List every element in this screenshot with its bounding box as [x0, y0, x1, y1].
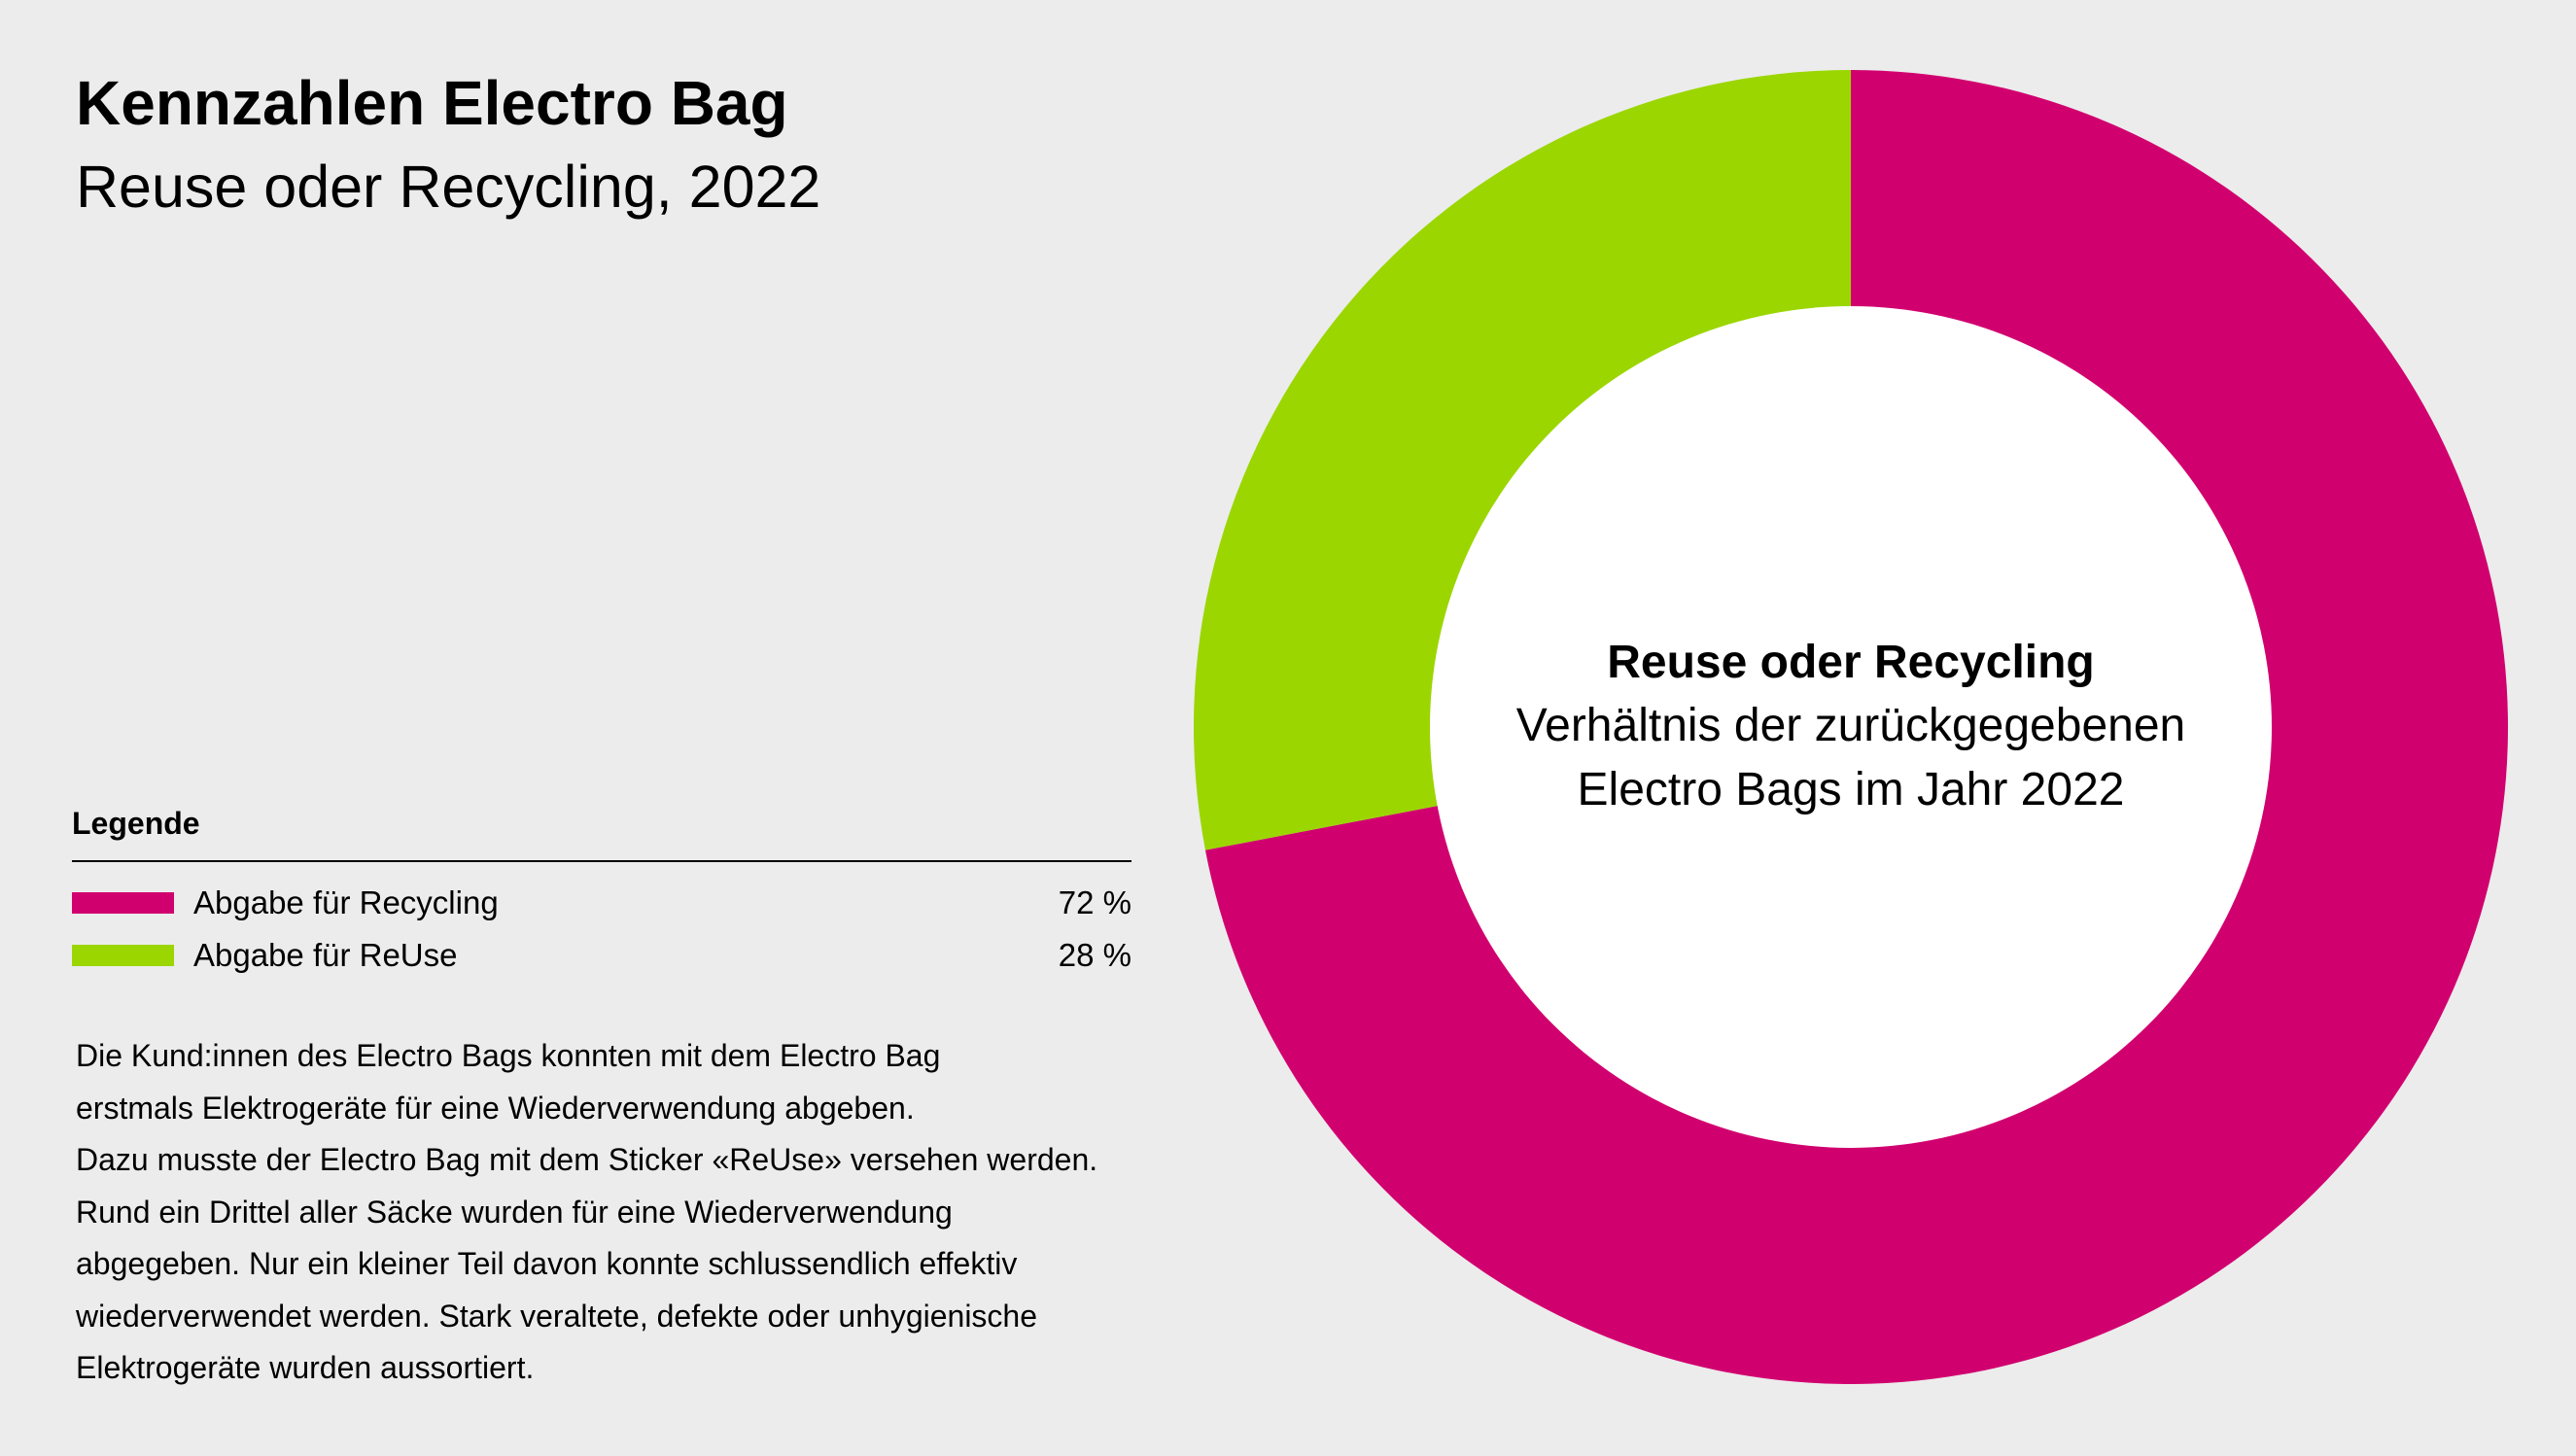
legend-item-recycling: Abgabe für Recycling 72 %	[72, 880, 1131, 932]
chart-center-subtitle-line: Verhältnis der zurückgegebenen	[1516, 700, 2185, 751]
legend-swatch-recycling	[72, 892, 174, 914]
description-line: Elektrogeräte wurden aussortiert.	[76, 1350, 535, 1385]
page-subtitle: Reuse oder Recycling, 2022	[76, 154, 821, 220]
description-line: abgegeben. Nur ein kleiner Teil davon ko…	[76, 1246, 1018, 1281]
legend-label-recycling: Abgabe für Recycling	[193, 884, 499, 920]
donut-center	[1430, 306, 2272, 1148]
legend-heading: Legende	[72, 802, 1131, 862]
legend-swatch-reuse	[72, 945, 174, 966]
description-line: erstmals Elektrogeräte für eine Wiederve…	[76, 1090, 915, 1126]
legend-list: Abgabe für Recycling 72 % Abgabe für ReU…	[72, 880, 1131, 985]
legend-value-reuse: 28 %	[1058, 937, 1131, 973]
page-title: Kennzahlen Electro Bag	[76, 68, 788, 138]
description-text: Die Kund:innen des Electro Bags konnten …	[76, 1030, 1165, 1395]
legend-item-reuse: Abgabe für ReUse 28 %	[72, 932, 1131, 985]
description-line: Dazu musste der Electro Bag mit dem Stic…	[76, 1142, 1098, 1177]
description-line: Rund ein Drittel aller Säcke wurden für …	[76, 1194, 953, 1230]
legend-label-reuse: Abgabe für ReUse	[193, 937, 458, 973]
description-line: Die Kund:innen des Electro Bags konnten …	[76, 1038, 941, 1073]
legend-value-recycling: 72 %	[1058, 884, 1131, 920]
chart-center-subtitle-line: Electro Bags im Jahr 2022	[1578, 764, 2125, 815]
chart-center-title: Reuse oder Recycling	[1607, 637, 2095, 688]
description-line: wiederverwendet werden. Stark veraltete,…	[76, 1298, 1038, 1334]
legend: Legende Abgabe für Recycling 72 % Abgabe…	[72, 802, 1131, 985]
